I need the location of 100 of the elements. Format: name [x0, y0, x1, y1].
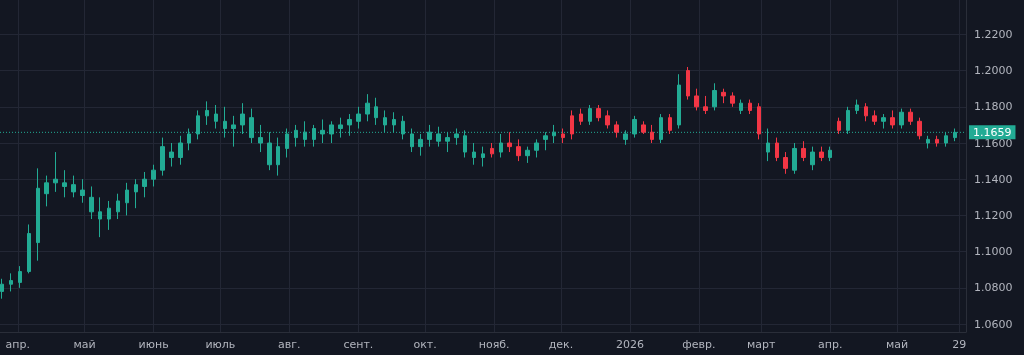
candlestick — [53, 151, 58, 193]
candlestick — [62, 169, 67, 198]
candlestick — [881, 113, 886, 130]
candlestick — [374, 97, 378, 126]
candlestick — [570, 109, 574, 140]
candlestick — [36, 167, 40, 262]
candlestick — [169, 142, 174, 168]
candlestick — [605, 109, 610, 130]
candlestick — [775, 137, 779, 162]
y-tick-label: 1.0600 — [974, 317, 1013, 331]
candlestick — [312, 124, 316, 148]
y-tick-label: 1.1000 — [974, 245, 1013, 259]
candlestick — [178, 135, 183, 166]
candlestick — [596, 104, 601, 122]
candlestick — [944, 131, 948, 148]
candlestick — [730, 91, 735, 108]
ref-line-label: 1.1659 — [973, 125, 1012, 139]
x-tick-label: май — [73, 338, 96, 351]
candlestick — [294, 124, 298, 148]
candlestick — [694, 88, 699, 111]
candlestick — [783, 151, 788, 175]
candlestick — [757, 102, 761, 140]
y-tick-label: 1.2200 — [974, 27, 1013, 41]
candlestick — [142, 171, 147, 198]
x-tick-label: нояб. — [478, 338, 510, 351]
x-tick-label: март — [747, 338, 777, 351]
candlestick — [9, 272, 13, 292]
candlestick — [125, 182, 129, 216]
candlestick — [828, 146, 832, 162]
candlestick — [890, 109, 895, 130]
candlestick — [116, 193, 120, 220]
candlestick — [525, 146, 530, 164]
y-tick-label: 1.1200 — [974, 208, 1013, 222]
candlestick — [819, 146, 824, 162]
candlestick — [0, 278, 4, 300]
candlestick — [748, 99, 752, 115]
candlestick — [855, 99, 859, 115]
candlestick — [935, 135, 939, 148]
candlestick — [552, 124, 556, 144]
candlestick — [356, 106, 361, 130]
candlestick — [917, 117, 922, 140]
candlestick — [214, 104, 218, 130]
candlestick — [837, 117, 841, 135]
candlestick — [872, 109, 877, 126]
candlestick — [739, 99, 743, 115]
x-tick-label: апр. — [5, 338, 31, 351]
candlestick — [445, 131, 450, 153]
candlestick — [686, 66, 690, 101]
x-tick-label: 2026 — [615, 338, 644, 351]
candlestick — [107, 200, 111, 231]
candlestick — [134, 178, 138, 209]
candlestick — [588, 104, 592, 126]
candlestick — [507, 131, 512, 153]
x-tick-label: май — [885, 338, 909, 351]
candlestick — [908, 108, 913, 126]
candlestick — [27, 223, 31, 274]
candlestick — [926, 135, 930, 149]
candlestick — [650, 124, 654, 144]
candlestick — [89, 185, 94, 220]
candlestick — [721, 88, 726, 104]
y-tick-label: 1.1800 — [974, 100, 1013, 114]
candlestick — [490, 142, 494, 158]
candlestick — [561, 128, 565, 144]
candlestick — [677, 73, 681, 130]
candlestick — [703, 95, 708, 115]
candlestick — [516, 138, 521, 162]
candlestick — [80, 178, 85, 204]
candlestick — [579, 108, 583, 126]
candlestick — [365, 93, 370, 122]
x-tick-label: февр. — [682, 338, 716, 351]
candlestick — [151, 164, 156, 187]
candlestick — [98, 196, 102, 238]
candlestick — [436, 126, 441, 148]
y-tick-label: 1.1400 — [974, 172, 1013, 186]
candlestick — [499, 133, 503, 158]
x-tick-label: апр. — [818, 338, 843, 351]
x-tick-label: июнь — [138, 338, 169, 351]
y-tick-label: 1.2000 — [974, 64, 1013, 78]
y-tick-label: 1.1600 — [974, 136, 1013, 150]
x-tick-label: авг. — [278, 338, 301, 351]
x-tick-label: июль — [205, 338, 236, 351]
candlestick — [614, 120, 619, 139]
candlestick — [454, 128, 459, 146]
y-tick-label: 1.0800 — [974, 281, 1013, 295]
candlestick — [481, 146, 485, 168]
x-tick-label: окт. — [413, 338, 437, 351]
candlestick — [303, 120, 307, 148]
candlestick — [810, 146, 815, 171]
candlestick — [18, 265, 22, 289]
candlestick — [792, 142, 797, 175]
candlestick — [205, 100, 209, 126]
candlestick — [44, 175, 49, 207]
x-tick-label: дек. — [548, 338, 574, 351]
candlestick — [801, 140, 806, 162]
candlestick — [276, 137, 280, 177]
candlestick — [668, 113, 672, 135]
candlestick — [899, 108, 904, 130]
candlestick — [641, 120, 646, 135]
candlestick — [160, 137, 165, 177]
candlestick — [534, 138, 539, 158]
